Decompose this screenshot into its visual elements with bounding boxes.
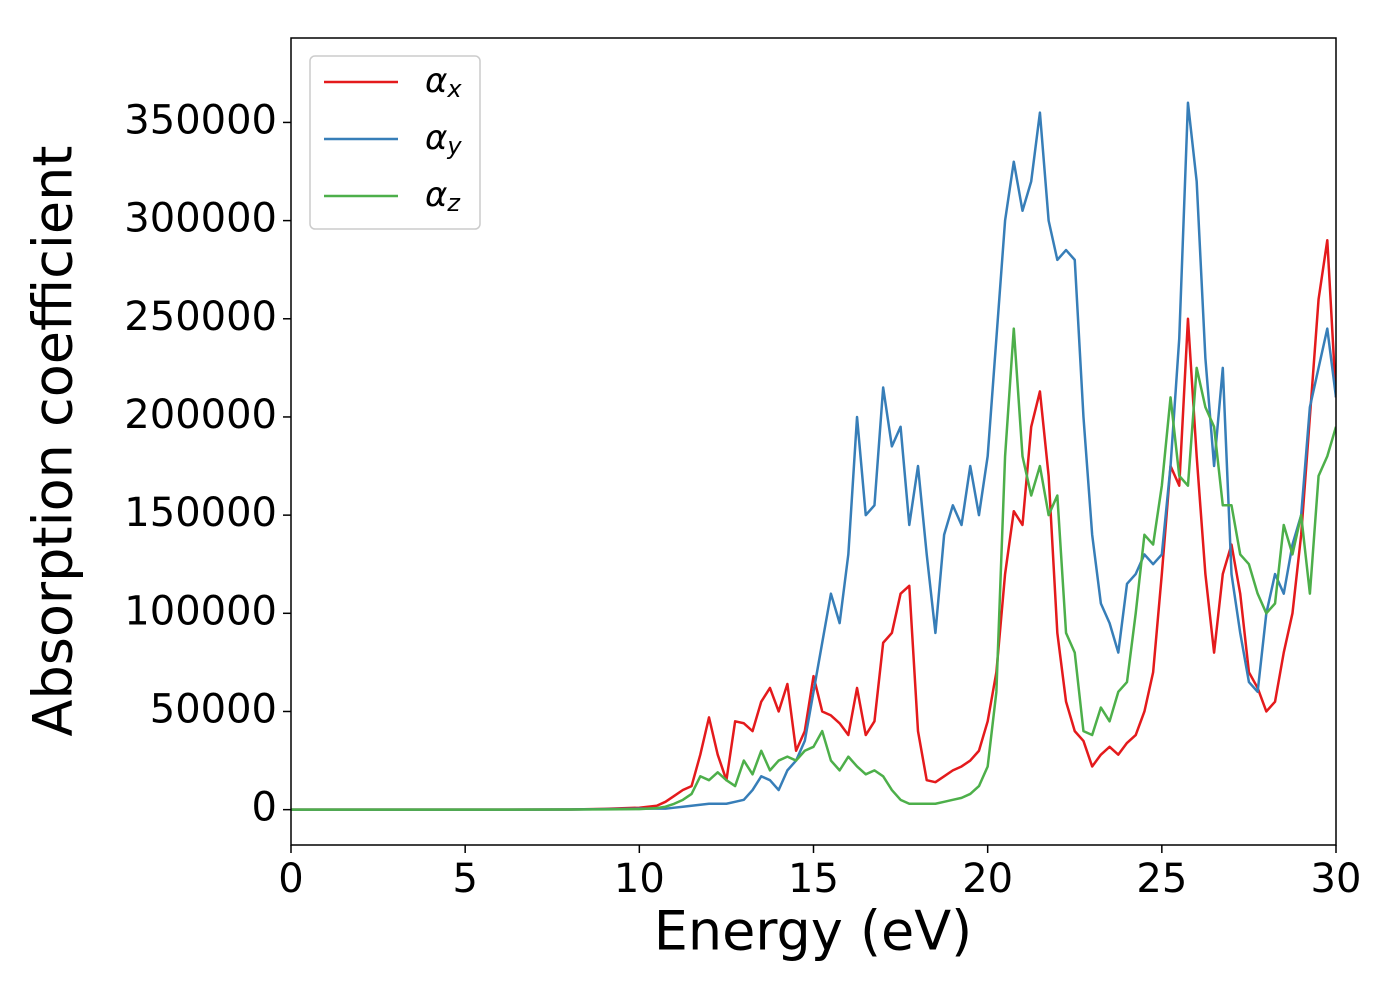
y-tick-label: 0 [252, 785, 277, 831]
plot-frame [290, 37, 1337, 846]
y-tick-label: 300000 [124, 196, 277, 242]
y-tick-label: 200000 [124, 392, 277, 438]
x-tick-label: 15 [788, 856, 839, 902]
legend-label: αx [425, 61, 462, 104]
series-line [291, 327, 1336, 811]
legend-label: αy [425, 118, 462, 161]
legend-box [309, 55, 481, 230]
x-tick-label: 5 [452, 856, 477, 902]
y-tick-label: 50000 [150, 686, 277, 732]
x-tick-label: 0 [278, 856, 303, 902]
series-line [291, 101, 1336, 811]
y-axis-label: Absorption coefficient [22, 146, 85, 737]
y-tick-label: 350000 [124, 97, 277, 143]
y-tick-label: 100000 [124, 588, 277, 634]
x-axis-label: Energy (eV) [654, 900, 973, 963]
x-tick-label: 10 [614, 856, 665, 902]
x-tick-label: 30 [1311, 856, 1362, 902]
x-tick-label: 25 [1136, 856, 1187, 902]
legend-label: αz [425, 175, 461, 218]
x-tick-label: 20 [962, 856, 1013, 902]
y-tick-label: 250000 [124, 294, 277, 340]
y-tick-label: 150000 [124, 490, 277, 536]
